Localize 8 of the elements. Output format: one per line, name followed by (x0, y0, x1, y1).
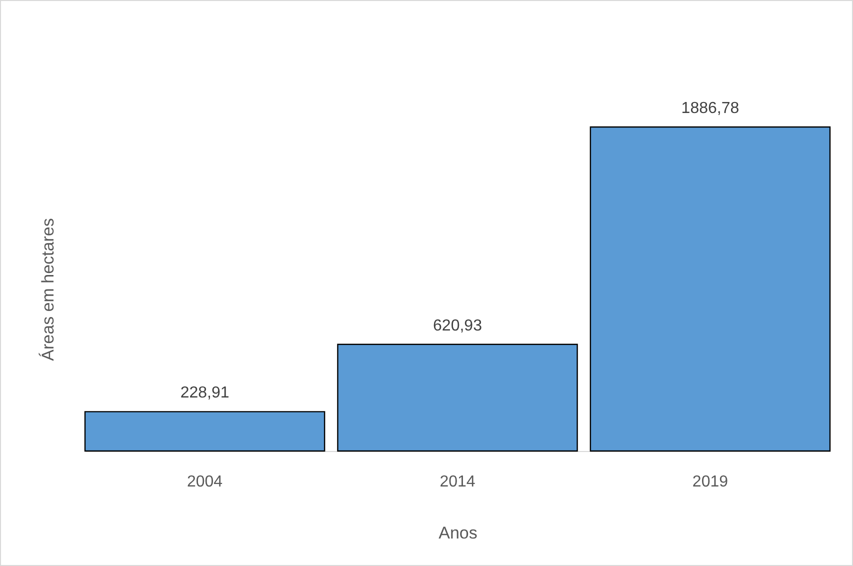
data-label: 620,93 (433, 317, 482, 334)
x-tick-label: 2019 (692, 474, 728, 490)
y-axis-title: Áreas em hectares (38, 218, 58, 361)
x-tick-label: 2004 (186, 474, 223, 490)
x-tick-label: 2014 (440, 474, 476, 490)
data-label: 1886,78 (681, 100, 740, 117)
data-label: 228,91 (180, 384, 230, 402)
x-axis-title: Anos (438, 524, 478, 542)
